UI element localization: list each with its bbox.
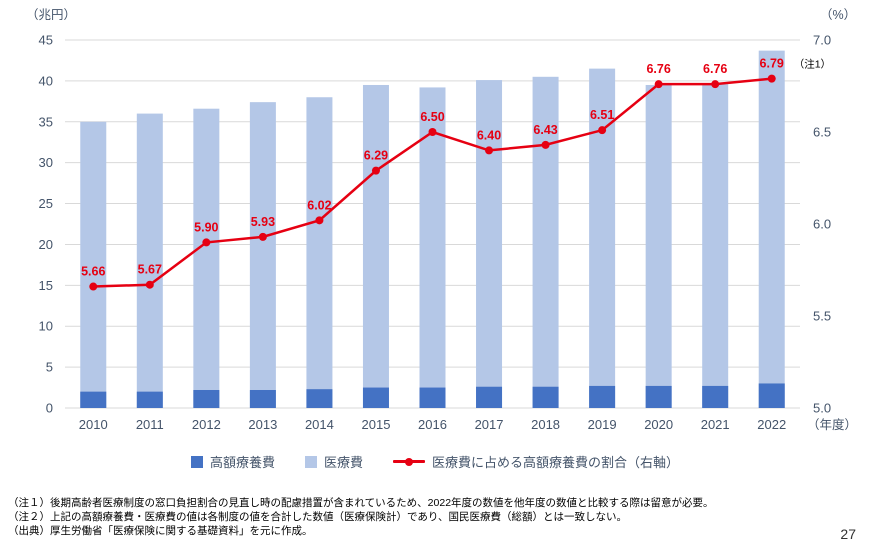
legend-label-ratio-line: 医療費に占める高額療養費の割合（右軸） [432, 455, 680, 470]
svg-text:35: 35 [39, 114, 53, 129]
right-axis-unit-label: （%） [820, 8, 857, 22]
svg-text:5: 5 [46, 360, 53, 375]
footnote-source: （出典）厚生労働省「医療保険に関する基礎資料」を元に作成。 [8, 524, 313, 537]
svg-text:5.93: 5.93 [251, 215, 275, 229]
svg-text:25: 25 [39, 196, 53, 211]
svg-text:5.66: 5.66 [81, 265, 105, 279]
svg-text:6.50: 6.50 [420, 110, 444, 124]
left-axis-unit-label: （兆円） [26, 8, 77, 22]
svg-text:2012: 2012 [192, 417, 221, 432]
svg-text:10: 10 [39, 319, 53, 334]
svg-text:6.51: 6.51 [590, 108, 614, 122]
svg-text:5.67: 5.67 [138, 263, 162, 277]
legend-swatch-kogaku-ryoyohi [190, 455, 203, 468]
svg-text:2021: 2021 [701, 417, 730, 432]
legend-item-kogaku-ryoyohi: 高額療養費 [190, 452, 275, 471]
footnote-1: （注１）後期高齢者医療制度の窓口負担割合の見直し時の配慮措置が含まれているため、… [8, 497, 714, 509]
svg-text:2014: 2014 [305, 417, 334, 432]
svg-text:2022: 2022 [757, 417, 786, 432]
svg-text:5.90: 5.90 [194, 220, 218, 234]
legend-label-iryohi: 医療費 [323, 455, 363, 470]
svg-text:2019: 2019 [588, 417, 617, 432]
svg-text:2017: 2017 [475, 417, 504, 432]
svg-text:2011: 2011 [136, 417, 164, 432]
svg-text:45: 45 [39, 33, 53, 48]
svg-text:2020: 2020 [644, 417, 673, 432]
svg-text:6.5: 6.5 [813, 125, 831, 140]
svg-text:6.43: 6.43 [533, 123, 557, 137]
svg-text:6.76: 6.76 [646, 62, 670, 76]
page-number: 27 [840, 526, 856, 542]
svg-text:0: 0 [46, 401, 53, 416]
svg-text:（年度）: （年度） [807, 417, 857, 432]
svg-text:6.79: 6.79 [760, 57, 784, 71]
svg-text:7.0: 7.0 [813, 33, 831, 48]
svg-text:（注1）: （注1） [794, 58, 831, 71]
svg-text:6.0: 6.0 [813, 217, 831, 232]
legend-swatch-iryohi [304, 455, 317, 468]
svg-text:15: 15 [39, 278, 53, 293]
legend-item-ratio-line: 医療費に占める高額療養費の割合（右軸） [393, 452, 679, 471]
svg-text:2018: 2018 [531, 417, 560, 432]
combo-chart: 0 5 10 15 20 25 30 35 40 45 5.0 5.5 6.0 6.5 7.0 5.66 5.6… [39, 33, 857, 433]
svg-text:30: 30 [39, 155, 53, 170]
svg-text:20: 20 [39, 237, 53, 252]
footnotes: （注１）後期高齢者医療制度の窓口負担割合の見直し時の配慮措置が含まれているため、… [8, 497, 828, 539]
svg-text:6.29: 6.29 [364, 149, 388, 163]
svg-text:40: 40 [39, 73, 53, 88]
svg-text:6.76: 6.76 [703, 62, 727, 76]
footnote-2: （注２）上記の高額療養費・医療費の値は各制度の値を合計した数値（医療保険計）であ… [8, 510, 627, 523]
legend-swatch-ratio-line [393, 457, 425, 466]
legend-label-kogaku-ryoyohi: 高額療養費 [209, 455, 275, 470]
svg-text:2010: 2010 [79, 417, 108, 432]
svg-text:6.40: 6.40 [477, 128, 501, 142]
svg-text:2013: 2013 [248, 417, 277, 432]
legend-item-iryohi: 医療費 [304, 452, 363, 471]
svg-text:5.0: 5.0 [813, 401, 831, 416]
svg-text:6.02: 6.02 [307, 198, 331, 212]
svg-text:2016: 2016 [418, 417, 447, 432]
svg-text:2015: 2015 [362, 417, 391, 432]
svg-text:5.5: 5.5 [813, 309, 831, 324]
chart-legend: 高額療養費 医療費 医療費に占める高額療養費の割合（右軸） [0, 452, 870, 471]
